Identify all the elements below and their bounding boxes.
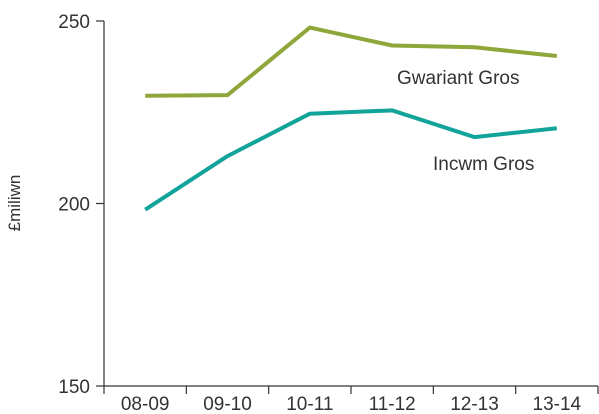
x-tick-label: 08-09	[121, 394, 170, 414]
series-label-incwm-gros: Incwm Gros	[433, 154, 534, 175]
y-tick-label: 150	[58, 377, 90, 398]
series-labels: Gwariant Gros Incwm Gros	[397, 68, 534, 175]
x-tick-label: 10-11	[286, 394, 333, 414]
y-axis-title: £miliwn	[5, 175, 24, 232]
x-tick-label: 12-13	[450, 394, 499, 414]
series-line-gwariant-gros	[145, 25, 558, 98]
x-tick-label: 11-12	[369, 394, 416, 414]
y-tick-label: 200	[58, 195, 90, 216]
x-tick-label: 09-10	[203, 394, 252, 414]
y-ticks: 150 200 250	[58, 12, 104, 398]
x-ticks: 08-09 09-10 10-11 11-12 12-13 13-14	[103, 386, 599, 414]
series-lines	[144, 25, 558, 212]
x-tick-label: 13-14	[533, 394, 582, 414]
y-tick-label: 250	[58, 12, 90, 33]
series-label-gwariant-gros: Gwariant Gros	[397, 68, 519, 89]
series-line-incwm-gros	[144, 108, 558, 212]
